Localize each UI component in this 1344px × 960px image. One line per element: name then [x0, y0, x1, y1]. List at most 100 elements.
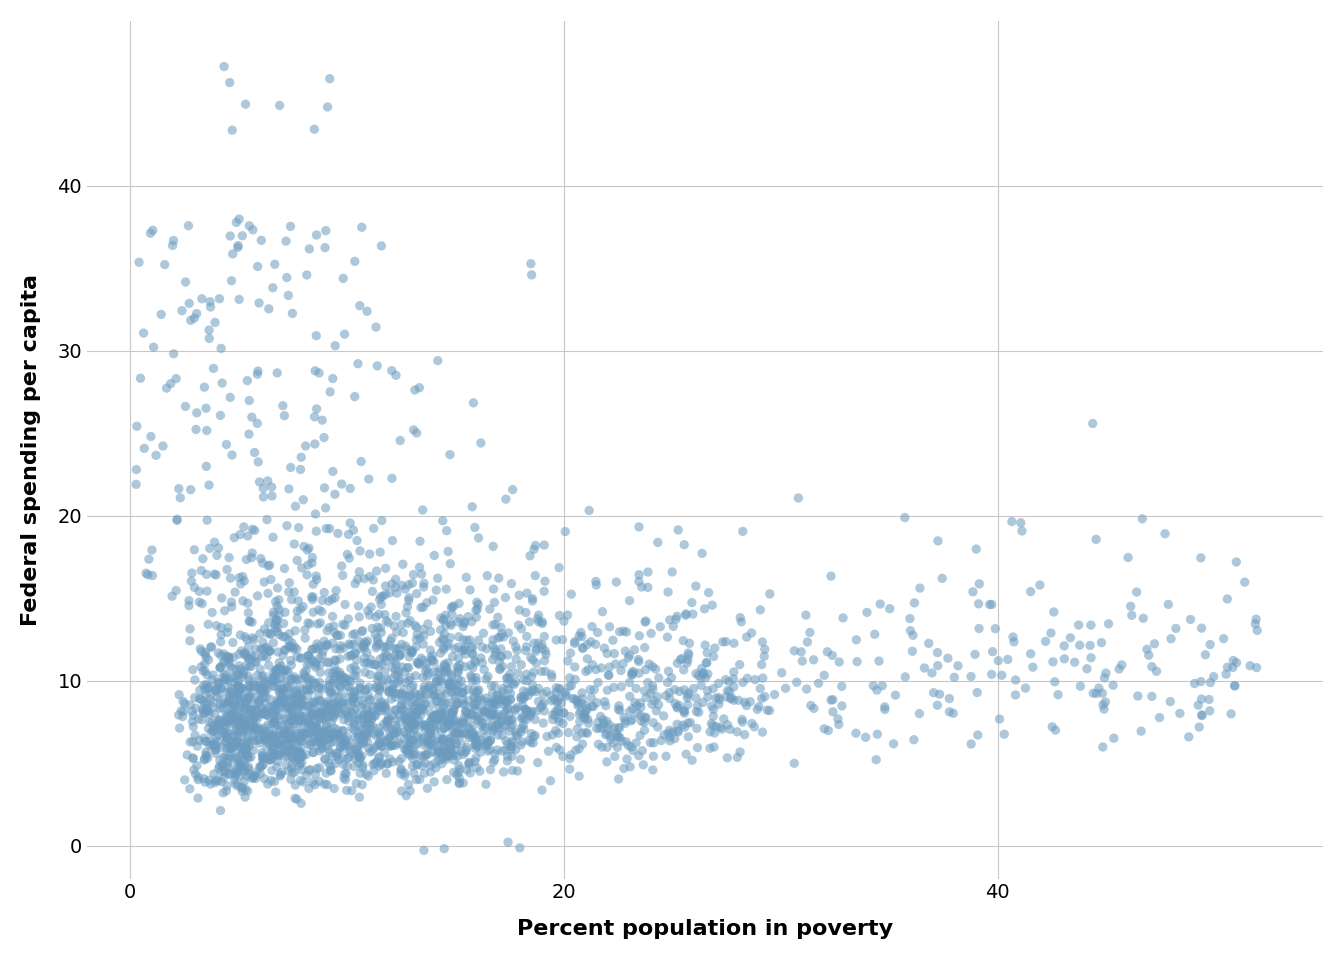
Point [786, 675, 808, 690]
Point [141, 542, 163, 558]
Point [614, 643, 636, 659]
Point [582, 619, 603, 635]
Point [242, 630, 263, 645]
Point [391, 578, 413, 593]
Point [603, 646, 625, 661]
Point [415, 756, 437, 771]
Point [694, 601, 715, 616]
Point [339, 750, 360, 765]
Point [285, 690, 306, 706]
Point [281, 704, 302, 719]
Point [237, 690, 258, 706]
Point [245, 655, 266, 670]
Point [456, 706, 477, 721]
Point [406, 687, 427, 703]
Point [501, 576, 523, 591]
Point [410, 600, 431, 615]
Point [218, 693, 239, 708]
Point [516, 673, 538, 688]
Point [1212, 631, 1234, 646]
Point [277, 716, 298, 732]
Point [290, 449, 312, 465]
Point [237, 702, 258, 717]
Point [247, 667, 269, 683]
Point [337, 696, 359, 711]
Point [325, 583, 347, 598]
Point [277, 518, 298, 534]
Point [368, 725, 390, 740]
Point [289, 746, 310, 761]
Point [255, 689, 277, 705]
Point [1160, 631, 1181, 646]
Point [274, 629, 296, 644]
Point [418, 680, 439, 695]
Point [407, 707, 429, 722]
Point [207, 712, 228, 728]
Point [540, 666, 562, 682]
Point [433, 740, 454, 756]
Point [323, 689, 344, 705]
Point [270, 729, 292, 744]
Point [371, 238, 392, 253]
Point [368, 727, 390, 742]
Point [280, 691, 301, 707]
Point [288, 749, 309, 764]
Point [927, 658, 949, 673]
Point [441, 666, 462, 682]
Point [895, 669, 917, 684]
Point [673, 720, 695, 735]
Point [308, 688, 329, 704]
Point [813, 667, 835, 683]
Point [567, 698, 589, 713]
Point [340, 660, 362, 676]
Point [296, 567, 317, 583]
Point [531, 615, 552, 631]
Point [142, 340, 164, 355]
Point [239, 716, 261, 732]
Point [569, 697, 590, 712]
Point [319, 683, 340, 698]
Point [200, 692, 222, 708]
Point [407, 730, 429, 745]
Point [577, 726, 598, 741]
Point [370, 729, 391, 744]
Point [263, 698, 285, 713]
Point [497, 714, 519, 730]
Point [298, 714, 320, 730]
Point [386, 725, 407, 740]
Point [484, 697, 505, 712]
Point [237, 528, 258, 543]
Point [344, 576, 366, 591]
Point [703, 681, 724, 696]
Point [301, 589, 323, 605]
Point [1121, 608, 1142, 623]
Point [464, 701, 485, 716]
Point [723, 664, 745, 680]
Point [305, 660, 327, 675]
Point [269, 684, 290, 700]
Point [223, 729, 245, 744]
Point [216, 714, 238, 730]
Point [254, 771, 276, 786]
Point [196, 701, 218, 716]
Point [523, 664, 544, 680]
Point [161, 238, 183, 253]
Point [391, 636, 413, 652]
Point [344, 717, 366, 732]
Point [509, 725, 531, 740]
Point [294, 631, 316, 646]
Point [366, 320, 387, 335]
Point [241, 648, 262, 663]
Point [708, 696, 730, 711]
Point [413, 750, 434, 765]
Point [253, 707, 274, 722]
Point [353, 683, 375, 698]
Point [894, 510, 915, 525]
Point [214, 672, 235, 687]
Point [472, 656, 493, 671]
Point [500, 720, 521, 735]
Point [368, 737, 390, 753]
Point [527, 755, 548, 770]
Point [219, 749, 241, 764]
Point [235, 97, 257, 112]
